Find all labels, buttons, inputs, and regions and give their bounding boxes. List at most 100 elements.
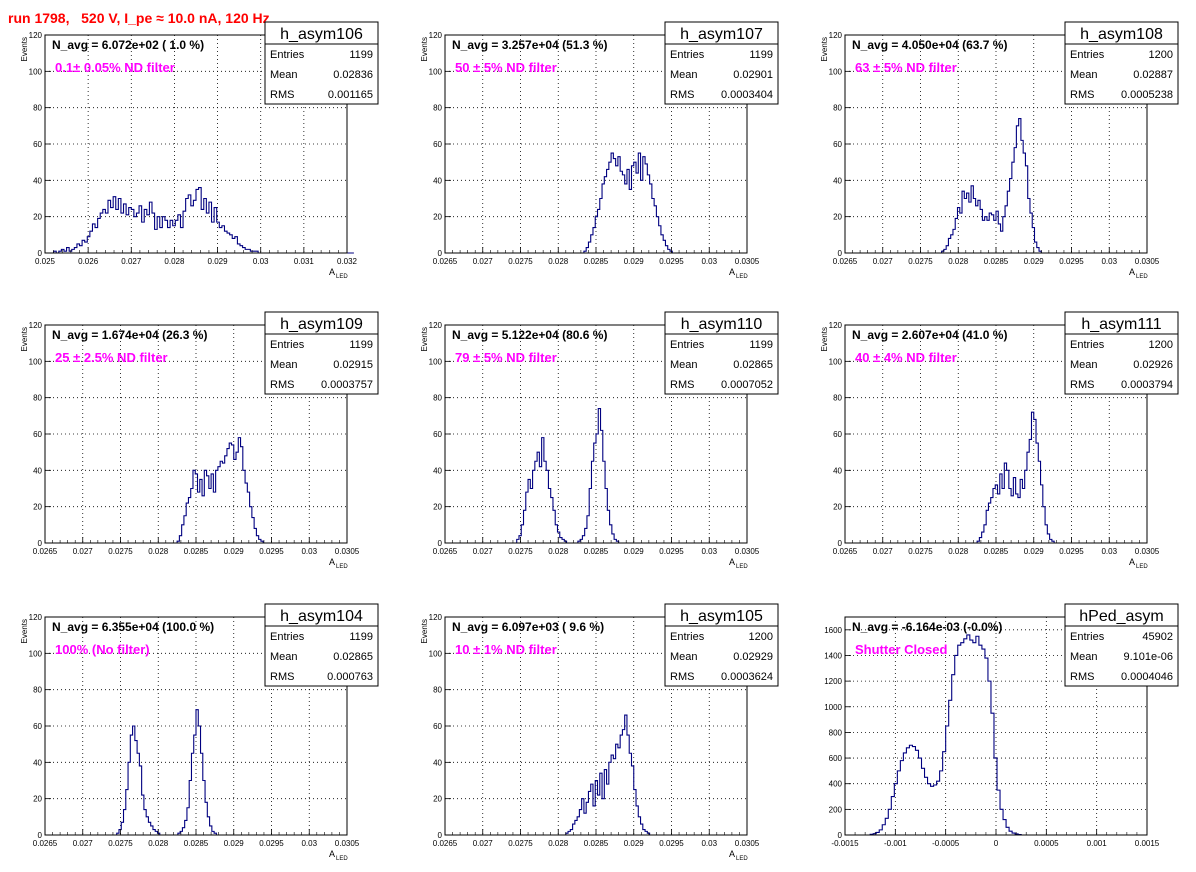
histogram-series [516, 408, 621, 544]
y-tick-label: 80 [33, 686, 42, 695]
y-tick-label: 20 [433, 503, 442, 512]
y-tick-label: 120 [429, 613, 443, 622]
y-tick-label: 800 [829, 728, 843, 737]
x-tick-label: 0.0305 [335, 547, 360, 556]
x-tick-label: 0.028 [948, 547, 969, 556]
x-tick-label: 0.03 [701, 839, 717, 848]
x-tick-label: 0.0295 [659, 839, 684, 848]
x-tick-label: 0.03 [1101, 547, 1117, 556]
x-tick-label: 0.028 [148, 839, 169, 848]
y-tick-label: 60 [33, 430, 42, 439]
x-tick-label: 0.0275 [108, 547, 133, 556]
navg-label: N_avg = 6.097e+03 ( 9.6 %) [452, 620, 604, 634]
y-tick-label: 20 [833, 503, 842, 512]
x-tick-label: 0.0295 [1059, 547, 1084, 556]
navg-label: N_avg = 4.050e+04 (63.7 %) [852, 38, 1007, 52]
stats-value-entries: 1199 [749, 339, 773, 351]
histogram-series [53, 187, 354, 254]
stats-value-entries: 1199 [349, 49, 373, 61]
x-tick-label: 0.029 [624, 547, 645, 556]
y-tick-label: 40 [33, 466, 42, 475]
y-tick-label: 0 [438, 831, 443, 840]
x-tick-label: 0.027 [73, 547, 94, 556]
stats-key-entries: Entries [270, 49, 305, 61]
y-tick-label: 80 [33, 104, 42, 113]
y-tick-label: 100 [29, 649, 43, 658]
y-tick-label: 1200 [824, 677, 842, 686]
x-tick-label: 0.0265 [833, 257, 858, 266]
y-tick-label: 40 [33, 176, 42, 185]
stats-key-entries: Entries [270, 631, 305, 643]
x-tick-label: 0.001 [1087, 839, 1108, 848]
filter-annotation: 10 ± 1% ND filter [455, 642, 557, 657]
stats-box [264, 625, 379, 687]
x-tick-label: 0.029 [624, 257, 645, 266]
stats-value-rms: 0.0004046 [1121, 671, 1173, 683]
x-tick-label: 0.0285 [584, 257, 609, 266]
filter-annotation: 0.1± 0.05% ND filter [55, 60, 175, 75]
filter-annotation: Shutter Closed [855, 642, 948, 657]
stats-value-entries: 1199 [349, 631, 373, 643]
y-tick-label: 80 [33, 394, 42, 403]
stats-key-entries: Entries [1070, 631, 1105, 643]
histogram-name: h_asym111 [1081, 316, 1161, 333]
stats-value-rms: 0.000763 [327, 671, 373, 683]
x-tick-label: 0.0305 [1135, 547, 1160, 556]
y-tick-label: 60 [33, 722, 42, 731]
stats-key-rms: RMS [1070, 671, 1094, 683]
stats-box [264, 333, 379, 395]
x-axis-label: A [1129, 557, 1135, 567]
stats-key-mean: Mean [670, 651, 698, 663]
x-axis-label-subscript: LED [336, 564, 348, 570]
stats-box [664, 333, 779, 395]
y-tick-label: 100 [429, 357, 443, 366]
x-tick-label: 0.029 [1024, 547, 1045, 556]
stats-key-rms: RMS [1070, 89, 1094, 101]
y-tick-label: 100 [29, 357, 43, 366]
navg-label: N_avg = 5.122e+04 (80.6 %) [452, 328, 607, 342]
y-tick-label: 120 [429, 31, 443, 40]
x-tick-label: 0.027 [121, 257, 142, 266]
x-tick-label: 0.0005 [1034, 839, 1059, 848]
x-tick-label: -0.0015 [831, 839, 859, 848]
stats-key-entries: Entries [670, 339, 705, 351]
y-axis-label: Events [820, 37, 829, 61]
y-tick-label: 60 [833, 430, 842, 439]
stats-value-mean: 9.101e-06 [1123, 651, 1173, 663]
stats-key-entries: Entries [670, 631, 705, 643]
y-tick-label: 1400 [824, 651, 842, 660]
histogram-panel-h_asym107: 0.0265 0.027 0.0275 0.028 0.0285 0.029 0.0295 0… [420, 21, 779, 280]
x-tick-label: 0.028 [548, 257, 569, 266]
x-tick-label: 0.0305 [735, 547, 760, 556]
x-tick-label: 0.0305 [735, 839, 760, 848]
y-axis-label: Events [820, 327, 829, 351]
x-tick-label: 0.0295 [659, 547, 684, 556]
x-tick-label: 0.027 [73, 839, 94, 848]
histogram-panel-h_asym108: 0.0265 0.027 0.0275 0.028 0.0285 0.029 0.0295 0… [820, 21, 1179, 280]
x-axis-label: A [729, 267, 735, 277]
stats-key-mean: Mean [270, 359, 298, 371]
y-tick-label: 200 [829, 805, 843, 814]
y-tick-label: 400 [829, 780, 843, 789]
y-tick-label: 80 [433, 104, 442, 113]
x-tick-label: 0.0265 [833, 547, 858, 556]
navg-label: N_avg = 1.674e+04 (26.3 %) [52, 328, 207, 342]
x-tick-label: 0 [994, 839, 999, 848]
histogram-name: h_asym105 [680, 608, 763, 625]
stats-box [664, 43, 779, 105]
stats-key-mean: Mean [1070, 359, 1098, 371]
x-axis-label: A [729, 557, 735, 567]
x-tick-label: 0.027 [473, 839, 494, 848]
stats-value-entries: 1199 [349, 339, 373, 351]
y-tick-label: 1000 [824, 703, 842, 712]
x-tick-label: 0.0275 [508, 257, 533, 266]
stats-value-rms: 0.0003757 [321, 379, 373, 391]
histogram-panel-h_asym109: 0.0265 0.027 0.0275 0.028 0.0285 0.029 0.0295 0… [20, 311, 379, 570]
y-tick-label: 80 [833, 394, 842, 403]
histogram-panel-hPed_asym: -0.0015 -0.001 -0.0005 0 0.0005 0.001 0.0015 0 2… [824, 603, 1179, 848]
filter-annotation: 50 ± 5% ND filter [455, 60, 557, 75]
x-axis-label-subscript: LED [736, 564, 748, 570]
x-tick-label: 0.025 [35, 257, 56, 266]
x-tick-label: 0.028 [164, 257, 185, 266]
stats-key-mean: Mean [270, 651, 298, 663]
